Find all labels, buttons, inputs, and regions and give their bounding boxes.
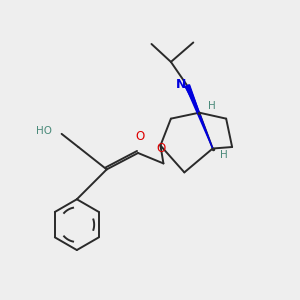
Polygon shape — [185, 85, 199, 113]
Text: H: H — [220, 150, 228, 160]
Text: O: O — [156, 142, 166, 155]
Text: N: N — [176, 78, 186, 91]
Text: O: O — [135, 130, 144, 143]
Polygon shape — [186, 85, 213, 148]
Text: HO: HO — [36, 127, 52, 136]
Text: H: H — [208, 101, 215, 111]
